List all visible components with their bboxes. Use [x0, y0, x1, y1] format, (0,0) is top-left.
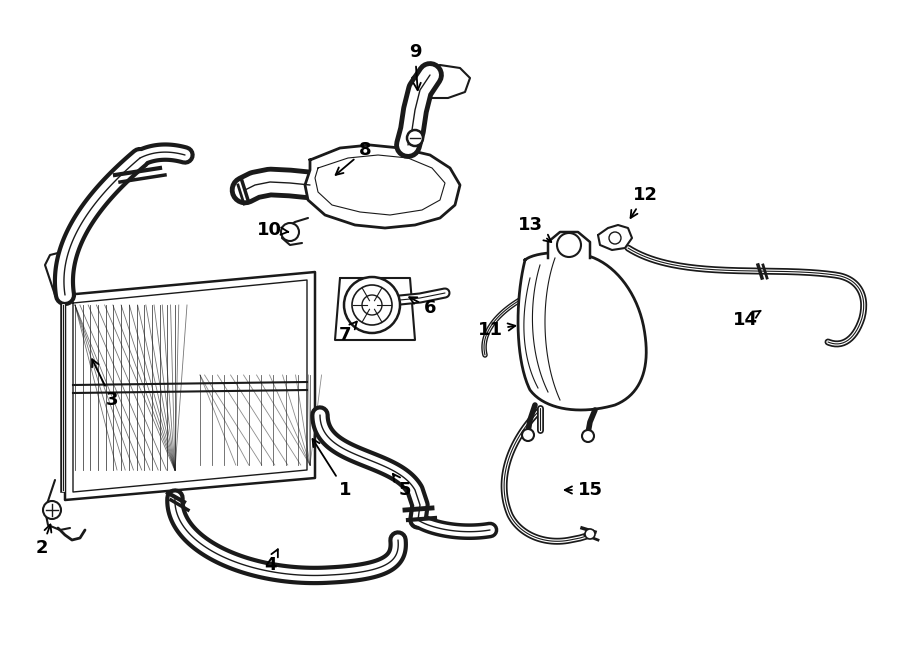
Text: 5: 5 [393, 474, 411, 499]
Polygon shape [412, 65, 470, 98]
Text: 15: 15 [565, 481, 602, 499]
Text: 10: 10 [257, 221, 288, 239]
Polygon shape [305, 145, 460, 228]
Text: 9: 9 [409, 43, 421, 90]
Circle shape [522, 429, 534, 441]
Polygon shape [335, 278, 415, 340]
Circle shape [281, 223, 299, 241]
Text: 11: 11 [478, 321, 516, 339]
Polygon shape [518, 253, 646, 410]
Text: 1: 1 [312, 439, 351, 499]
Text: 6: 6 [410, 297, 436, 317]
Text: 13: 13 [518, 216, 552, 242]
Polygon shape [598, 225, 632, 250]
Text: 3: 3 [92, 360, 118, 409]
Circle shape [344, 277, 400, 333]
Text: 4: 4 [264, 549, 278, 574]
Text: 12: 12 [631, 186, 658, 218]
Text: 7: 7 [338, 321, 357, 344]
Polygon shape [548, 232, 590, 258]
Circle shape [582, 430, 594, 442]
Text: 8: 8 [336, 141, 372, 175]
Text: 2: 2 [36, 525, 51, 557]
Circle shape [585, 529, 595, 539]
Text: 14: 14 [733, 311, 760, 329]
Circle shape [557, 233, 581, 257]
Circle shape [407, 130, 423, 146]
Circle shape [43, 501, 61, 519]
